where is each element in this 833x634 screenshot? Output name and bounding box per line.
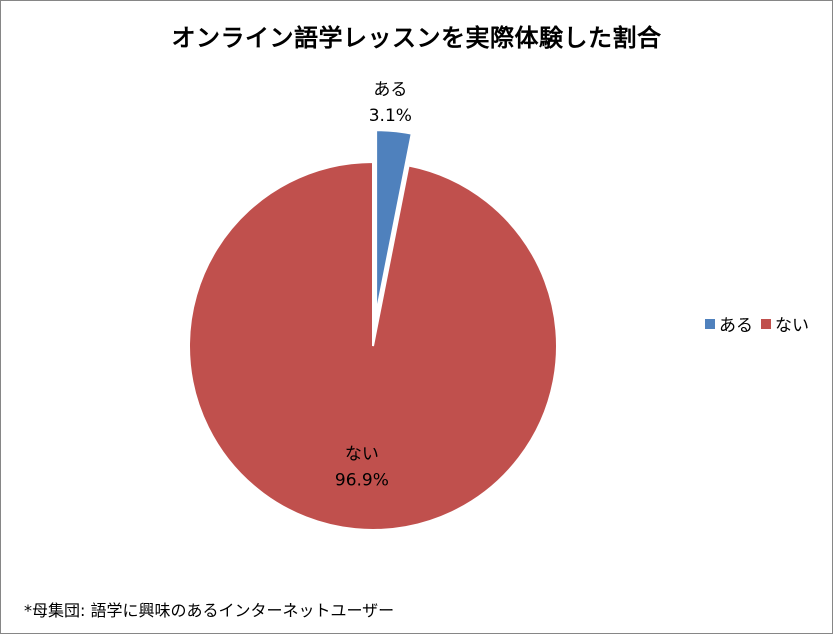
data-label-name-nai: ない <box>345 445 379 465</box>
legend-label-aru: ある <box>719 316 753 336</box>
legend-item-aru: ある <box>705 311 753 336</box>
data-label-value-aru: 3.1% <box>369 106 412 126</box>
legend-item-nai: ない <box>761 311 809 336</box>
legend-label-nai: ない <box>775 316 809 336</box>
legend-swatch-aru <box>705 318 715 329</box>
pie-slice-nai <box>188 160 558 531</box>
data-label-value-nai: 96.9% <box>335 471 389 491</box>
footnote: *母集団: 語学に興味のあるインターネットユーザー <box>24 601 395 620</box>
chart-title: オンライン語学レッスンを実際体験した割合 <box>171 24 662 52</box>
data-label-name-aru: ある <box>373 80 407 100</box>
legend-swatch-nai <box>761 318 771 329</box>
chart-legend: ある ない <box>705 311 817 336</box>
pie-slice-aru <box>375 129 413 315</box>
